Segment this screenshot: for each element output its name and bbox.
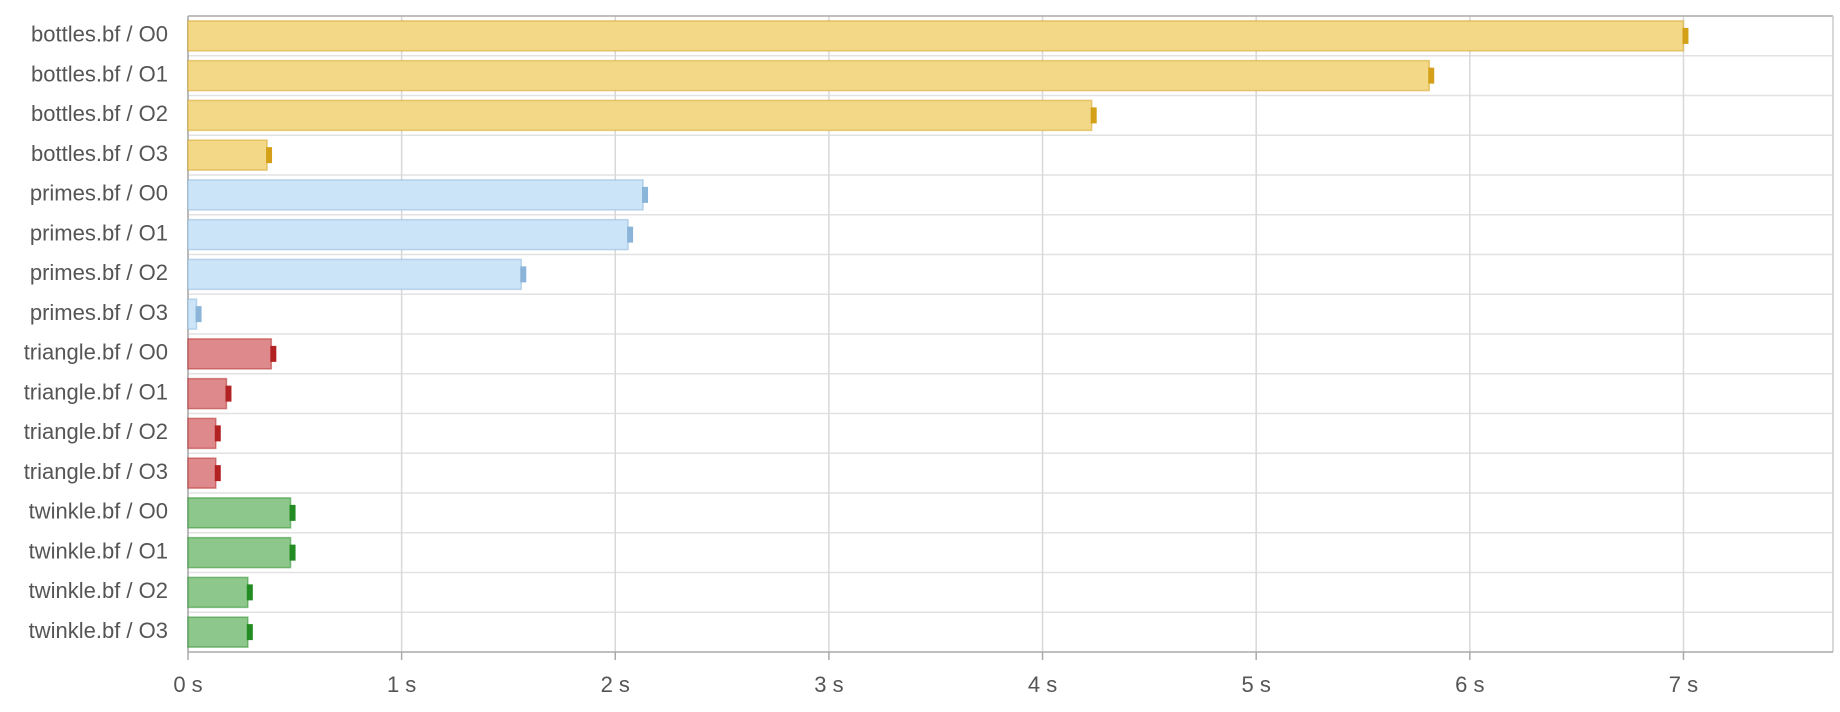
- bar: [187, 298, 198, 330]
- y-tick-label: bottles.bf / O3: [31, 141, 168, 166]
- y-tick-label: triangle.bf / O1: [24, 379, 168, 404]
- bar: [187, 457, 217, 489]
- bar: [187, 179, 644, 211]
- y-tick-label: twinkle.bf / O3: [29, 618, 168, 643]
- bar-end-marker: [214, 465, 221, 482]
- x-tick-label: 0 s: [173, 672, 202, 697]
- bar-end-marker: [520, 266, 527, 283]
- y-tick-label: primes.bf / O0: [30, 181, 168, 206]
- x-tick-label: 1 s: [387, 672, 416, 697]
- bar: [187, 258, 523, 291]
- bar-end-marker: [214, 425, 221, 442]
- bar-end-marker: [1682, 27, 1689, 44]
- bar-end-marker: [195, 306, 202, 323]
- y-tick-label: primes.bf / O2: [30, 260, 168, 285]
- bar-end-marker: [266, 147, 273, 164]
- bar: [187, 576, 249, 609]
- bar: [187, 417, 217, 450]
- bar: [187, 59, 1430, 92]
- y-tick-label: twinkle.bf / O1: [29, 538, 168, 563]
- x-tick-label: 4 s: [1028, 672, 1057, 697]
- y-tick-label: twinkle.bf / O0: [29, 499, 168, 524]
- y-tick-label: triangle.bf / O2: [24, 419, 168, 444]
- y-tick-label: triangle.bf / O0: [24, 340, 168, 365]
- bar: [187, 20, 1685, 52]
- bar: [187, 536, 292, 569]
- bar: [187, 338, 273, 370]
- x-tick-label: 6 s: [1455, 672, 1484, 697]
- bar-end-marker: [627, 226, 634, 243]
- x-tick-label: 7 s: [1669, 672, 1698, 697]
- x-tick-label: 2 s: [601, 672, 630, 697]
- y-tick-label: bottles.bf / O0: [31, 22, 168, 47]
- bar-end-marker: [270, 345, 277, 362]
- x-tick-label: 3 s: [814, 672, 843, 697]
- bar-end-marker: [1428, 67, 1435, 84]
- bar-end-marker: [1090, 107, 1097, 124]
- y-tick-label: bottles.bf / O1: [31, 61, 168, 86]
- bar-end-marker: [246, 584, 253, 601]
- y-tick-label: primes.bf / O1: [30, 220, 168, 245]
- y-tick-label: twinkle.bf / O2: [29, 578, 168, 603]
- x-tick-label: 5 s: [1242, 672, 1271, 697]
- bar-end-marker: [289, 544, 296, 561]
- bar: [187, 616, 249, 648]
- bar-end-marker: [289, 504, 296, 521]
- bar: [187, 139, 268, 171]
- bar-end-marker: [246, 624, 253, 641]
- y-tick-label: primes.bf / O3: [30, 300, 168, 325]
- bar: [187, 218, 629, 251]
- bar: [187, 377, 228, 410]
- bar: [187, 99, 1093, 132]
- y-tick-label: bottles.bf / O2: [31, 101, 168, 126]
- bar-end-marker: [642, 186, 649, 203]
- y-tick-label: triangle.bf / O3: [24, 459, 168, 484]
- bar: [187, 497, 292, 529]
- bar-end-marker: [225, 385, 232, 402]
